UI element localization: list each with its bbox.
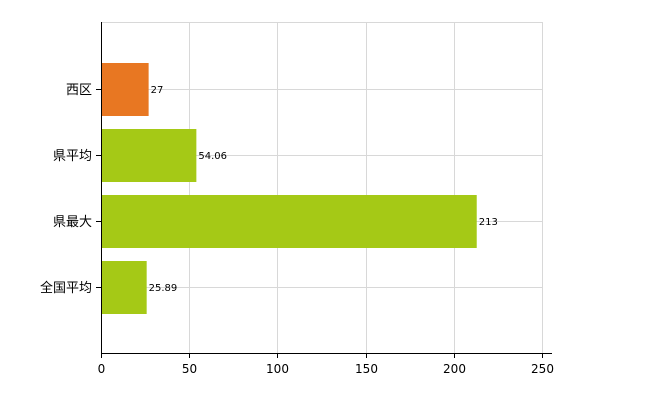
x-tick-label: 250 bbox=[531, 362, 554, 376]
data-label: 213 bbox=[479, 217, 498, 228]
x-tick-label: 50 bbox=[182, 362, 197, 376]
category-label: 県最大 bbox=[53, 215, 92, 230]
bar-1 bbox=[102, 129, 197, 182]
category-label: 県平均 bbox=[53, 149, 92, 164]
x-tick-label: 200 bbox=[443, 362, 466, 376]
x-tick-label: 150 bbox=[355, 362, 378, 376]
x-tick-label: 100 bbox=[266, 362, 289, 376]
data-label: 27 bbox=[151, 85, 164, 96]
category-label: 全国平均 bbox=[40, 280, 92, 296]
category-label: 西区 bbox=[66, 83, 92, 98]
data-label: 54.06 bbox=[198, 151, 227, 162]
x-tick-label: 0 bbox=[98, 362, 106, 376]
axes bbox=[96, 22, 552, 358]
labels: 0 50 100 150 200 250 西区 27 県平均 54.06 県最大 213 全国平均 25.… bbox=[40, 83, 554, 376]
data-label: 25.89 bbox=[149, 283, 178, 294]
bars bbox=[102, 63, 477, 314]
bar-3 bbox=[102, 261, 147, 314]
bar-0 bbox=[102, 63, 149, 116]
bar-2 bbox=[102, 195, 477, 248]
grid bbox=[101, 22, 543, 353]
